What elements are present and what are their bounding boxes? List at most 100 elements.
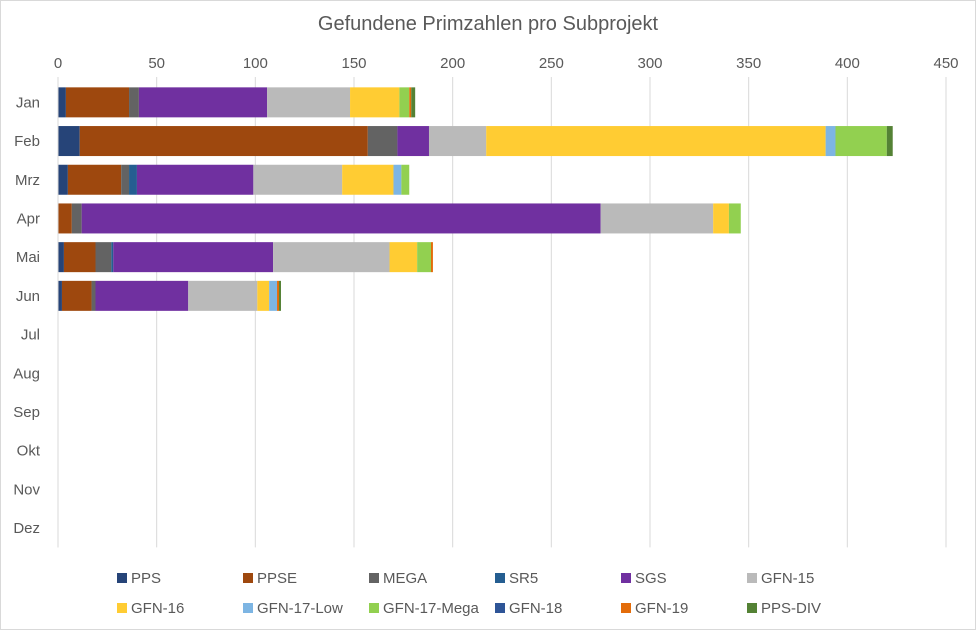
bar-segment <box>121 164 130 195</box>
legend: PPS PPSE MEGA SR5 SGS GFN-15 GFN-16 GFN-17-Low G… <box>117 570 821 617</box>
legend-swatch <box>369 573 379 583</box>
bar-segment <box>397 126 429 157</box>
y-category-label: Mai <box>16 249 40 266</box>
legend-swatch <box>117 573 127 583</box>
x-tick-label: 50 <box>148 55 165 72</box>
bar-segment <box>600 203 714 234</box>
x-tick-label: 400 <box>835 55 860 72</box>
legend-label: GFN-15 <box>761 570 814 587</box>
bar-segment <box>63 242 96 273</box>
legend-label: PPS-DIV <box>761 600 821 617</box>
legend-label: GFN-17-Low <box>257 600 343 617</box>
legend-swatch <box>243 603 253 613</box>
legend-swatch <box>369 603 379 613</box>
bar-segment <box>267 87 351 118</box>
legend-label: GFN-17-Mega <box>383 600 480 617</box>
legend-label: SR5 <box>509 570 538 587</box>
legend-label: PPSE <box>257 570 297 587</box>
bar-segment <box>269 280 278 311</box>
bar-segment <box>430 242 433 273</box>
legend-swatch <box>621 573 631 583</box>
bar-segment <box>279 280 281 311</box>
y-category-label: Jun <box>16 288 40 305</box>
y-category-label: Aug <box>13 365 40 382</box>
y-category-label: Apr <box>17 210 40 227</box>
legend-label: GFN-19 <box>635 600 688 617</box>
legend-swatch <box>117 603 127 613</box>
bar-segment <box>409 87 412 118</box>
legend-swatch <box>621 603 631 613</box>
bar-segment <box>71 203 82 234</box>
bar-segment <box>367 126 398 157</box>
bar-segment <box>886 126 893 157</box>
legend-swatch <box>747 603 757 613</box>
y-category-label: Okt <box>17 443 41 460</box>
x-tick-label: 150 <box>341 55 366 72</box>
bar-segment <box>95 280 189 311</box>
x-tick-label: 0 <box>54 55 62 72</box>
x-tick-labels: 0 50 100 150 200 250 300 350 400 450 <box>54 55 959 72</box>
legend-label: SGS <box>635 570 667 587</box>
bar-segment <box>58 242 64 273</box>
x-tick-label: 350 <box>736 55 761 72</box>
legend-label: GFN-18 <box>509 600 562 617</box>
bar-segment <box>58 87 66 118</box>
bar-segment <box>58 280 62 311</box>
legend-swatch <box>747 573 757 583</box>
bar-segment <box>253 164 343 195</box>
bar-segment <box>835 126 887 157</box>
bar-segment <box>111 242 114 273</box>
legend-label: GFN-16 <box>131 600 184 617</box>
bar-segment <box>138 87 268 118</box>
bar-segment <box>113 242 274 273</box>
bar-segment <box>277 280 280 311</box>
bar-segment <box>65 87 130 118</box>
x-tick-label: 450 <box>933 55 958 72</box>
bar-segment <box>389 242 418 273</box>
legend-label: PPS <box>131 570 161 587</box>
y-category-label: Jan <box>16 94 40 111</box>
y-category-label: Nov <box>13 481 40 498</box>
x-tick-label: 250 <box>539 55 564 72</box>
x-tick-label: 200 <box>440 55 465 72</box>
bar-segment <box>61 280 92 311</box>
bar-segment <box>417 242 431 273</box>
bar-segment <box>486 126 826 157</box>
y-category-label: Dez <box>13 520 40 537</box>
y-category-label: Sep <box>13 404 40 421</box>
bar-segment <box>58 164 68 195</box>
bar-segment <box>825 126 836 157</box>
bar-segment <box>350 87 400 118</box>
bar-segment <box>342 164 394 195</box>
bar-segment <box>257 280 270 311</box>
legend-swatch <box>495 603 505 613</box>
x-tick-label: 100 <box>243 55 268 72</box>
bar-segment <box>58 126 80 157</box>
bar-segment <box>81 203 601 234</box>
legend-swatch <box>243 573 253 583</box>
y-category-label: Feb <box>14 133 40 150</box>
bar-segment <box>58 203 72 234</box>
y-category-label: Jul <box>21 327 40 344</box>
bar-segment <box>129 164 137 195</box>
bar-segment <box>95 242 112 273</box>
bar-segment <box>273 242 390 273</box>
bar-segment <box>728 203 741 234</box>
y-category-labels: Jan Feb Mrz Apr Mai Jun Jul Aug Sep Okt Nov Dez <box>13 94 41 537</box>
bar-segment <box>79 126 368 157</box>
chart-title: Gefundene Primzahlen pro Subprojekt <box>317 13 659 35</box>
bar-segment <box>136 164 254 195</box>
bar-segment <box>188 280 258 311</box>
y-category-label: Mrz <box>15 172 40 189</box>
legend-label: MEGA <box>383 570 427 587</box>
bar-segment <box>399 87 410 118</box>
bar-segment <box>428 126 487 157</box>
bar-segment <box>393 164 402 195</box>
bar-segment <box>401 164 410 195</box>
bar-segment <box>129 87 139 118</box>
x-tick-label: 300 <box>637 55 662 72</box>
bars <box>58 87 893 311</box>
bar-segment <box>411 87 416 118</box>
